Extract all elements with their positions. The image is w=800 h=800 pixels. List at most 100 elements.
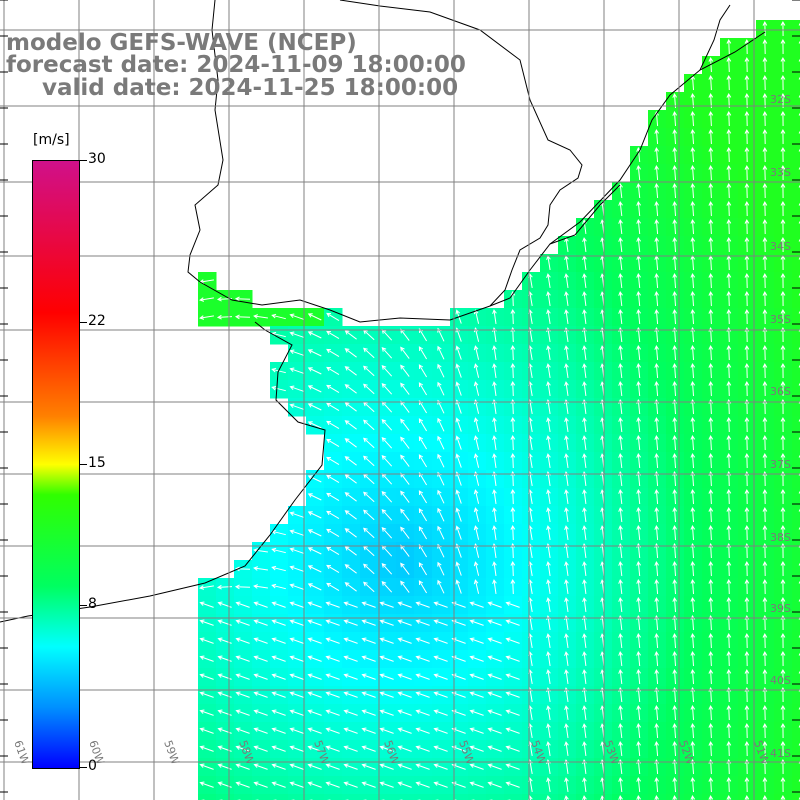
wind-arrow [780, 704, 786, 721]
wind-arrow [325, 727, 340, 734]
wind-arrow [344, 438, 357, 448]
wind-arrow [672, 740, 678, 757]
wind-cell [792, 506, 800, 525]
wind-arrow [546, 579, 551, 594]
wind-arrow [235, 601, 250, 608]
wind-arrow [235, 781, 250, 788]
wind-arrow [492, 435, 497, 450]
coastline [0, 31, 766, 623]
wind-arrow [672, 560, 678, 577]
wind-arrow [636, 794, 642, 800]
wind-arrow [654, 272, 660, 289]
wind-arrow [690, 488, 696, 505]
wind-arrow [582, 579, 587, 594]
wind-cell [792, 344, 800, 363]
wind-cell [792, 524, 800, 543]
wind-arrow [654, 560, 660, 577]
wind-arrow [437, 507, 445, 522]
wind-arrow [582, 345, 587, 360]
wind-cell [792, 362, 800, 381]
wind-cell [792, 56, 800, 75]
wind-arrow [253, 745, 268, 752]
wind-arrow [469, 637, 484, 644]
wind-arrow [415, 673, 430, 680]
wind-arrow [672, 434, 678, 451]
wind-arrow [690, 632, 696, 649]
wind-arrow [618, 452, 623, 469]
wind-arrow [326, 492, 340, 502]
wind-arrow [307, 709, 322, 716]
wind-arrow [744, 290, 750, 307]
wind-arrow [455, 507, 462, 522]
wind-arrow [780, 506, 786, 523]
wind-arrow [492, 507, 497, 522]
wind-arrow [636, 524, 642, 541]
wind-arrow [326, 420, 340, 430]
wind-arrow [415, 637, 430, 644]
wind-cell [540, 794, 559, 800]
colorbar-label: 22 [88, 312, 106, 329]
wind-arrow [744, 578, 750, 595]
wind-arrow [654, 218, 660, 235]
wind-arrow [379, 655, 394, 662]
border-north [187, 0, 224, 283]
wind-arrow [455, 417, 462, 432]
wind-arrow [253, 619, 268, 626]
wind-arrow [289, 547, 304, 554]
wind-arrow [582, 597, 587, 612]
wind-arrow [762, 722, 768, 739]
wind-arrow [618, 290, 623, 307]
wind-arrow [708, 668, 714, 685]
wind-arrow [618, 632, 623, 649]
wind-arrow [654, 344, 660, 361]
wind-arrow [343, 655, 358, 662]
wind-arrow [780, 344, 786, 361]
wind-arrow [636, 200, 642, 217]
wind-arrow [726, 740, 732, 757]
wind-arrow [690, 452, 696, 469]
wind-arrow [343, 673, 358, 680]
wind-arrow [582, 309, 587, 324]
wind-arrow [344, 348, 357, 358]
wind-arrow [381, 419, 393, 431]
wind-arrow [487, 727, 502, 734]
wind-arrow [618, 650, 623, 667]
wind-arrow [636, 362, 642, 379]
wind-arrow [762, 164, 768, 181]
wind-arrow [618, 380, 623, 397]
wind-arrow [199, 727, 214, 734]
wind-arrow [397, 781, 412, 788]
wind-arrow [744, 380, 750, 397]
wind-arrow [235, 745, 250, 752]
wind-arrow [433, 601, 448, 608]
wind-arrow [564, 777, 569, 792]
wind-arrow [636, 416, 642, 433]
wind-arrow [343, 781, 358, 788]
wind-arrow [437, 417, 445, 432]
wind-arrow [744, 164, 750, 181]
wind-arrow [690, 200, 696, 217]
wind-arrow [199, 691, 214, 698]
wind-arrow [780, 146, 786, 163]
wind-arrow [780, 38, 786, 55]
wind-arrow [672, 236, 678, 253]
wind-arrow [379, 673, 394, 680]
wind-arrow [726, 776, 732, 793]
wind-arrow [672, 776, 678, 793]
model-title: modelo GEFS-WAVE (NCEP) [6, 30, 357, 56]
wind-arrow [672, 182, 678, 199]
latitude-label: 40S [770, 674, 791, 687]
wind-arrow [289, 763, 304, 770]
wind-arrow [326, 366, 340, 376]
wind-arrow [381, 527, 393, 539]
wind-arrow [690, 236, 696, 253]
wind-arrow [379, 601, 394, 608]
wind-arrow [672, 416, 678, 433]
wind-cell [522, 794, 541, 800]
wind-arrow [690, 182, 696, 199]
wind-cell [252, 794, 271, 800]
wind-arrow [418, 346, 428, 360]
wind-arrow [618, 200, 623, 217]
wind-arrow [654, 488, 660, 505]
wind-arrow [400, 400, 410, 413]
